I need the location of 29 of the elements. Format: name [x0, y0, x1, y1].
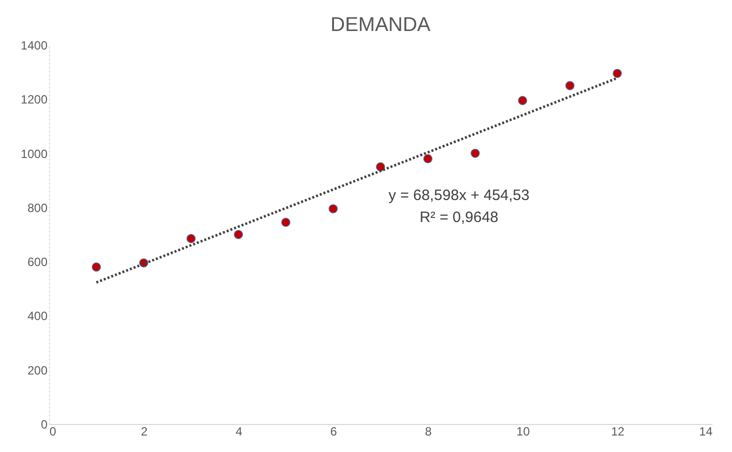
point: [423, 154, 432, 164]
annotation: y = 68,598x + 454,53: [388, 187, 530, 204]
point: [518, 96, 528, 106]
point: [92, 262, 101, 272]
point: [281, 218, 290, 227]
y-tick-label: 200: [27, 363, 48, 378]
point: [328, 204, 338, 214]
point: [376, 162, 386, 172]
x-tick-label: 10: [516, 424, 530, 438]
point: [470, 148, 480, 158]
x-tick-label: 2: [140, 424, 148, 438]
chart-title: DEMANDA: [330, 14, 432, 36]
y-tick-label: 1400: [20, 38, 48, 52]
y-tick-label: 1200: [20, 92, 48, 107]
point: [565, 81, 575, 90]
x-tick-label: 6: [330, 424, 338, 438]
y-tick-label: 400: [27, 309, 48, 324]
y-tick-label: 800: [27, 200, 48, 215]
x-tick-label: 0: [50, 424, 56, 438]
point: [612, 68, 622, 78]
x-tick-label: 8: [425, 424, 432, 438]
x-tick-label: 14: [699, 424, 713, 438]
x-tick-label: 12: [611, 424, 625, 438]
annotation: R² = 0,9648: [420, 209, 498, 226]
x-tick-label: 4: [236, 424, 243, 438]
y-tick-label: 600: [27, 255, 48, 270]
y-tick-label: 1000: [20, 146, 48, 161]
point: [234, 230, 244, 240]
point: [186, 234, 196, 244]
